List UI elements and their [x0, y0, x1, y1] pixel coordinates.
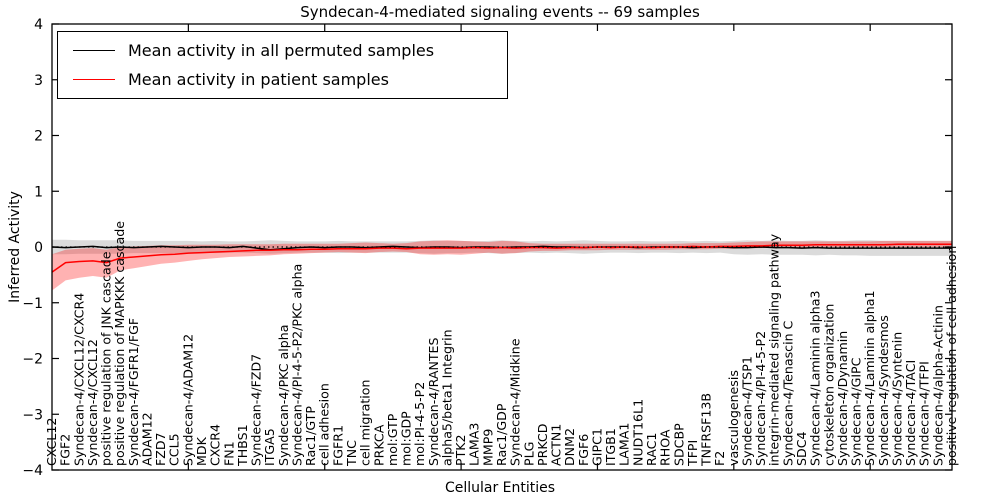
- legend-line-sample-patient: [73, 78, 115, 80]
- y-tick-label: 0: [34, 240, 43, 256]
- x-category-label: cytoskeleton organization: [821, 304, 836, 466]
- legend-item-patient: Mean activity in patient samples: [73, 70, 507, 89]
- x-category-label: Syndecan-4/CXCL12/CXCR4: [71, 293, 86, 466]
- x-category-label: FZD7: [153, 432, 168, 466]
- x-category-label: NUDT16L1: [630, 399, 645, 466]
- x-category-label: Rac1/GTP: [303, 406, 318, 466]
- x-category-label: TFPI: [685, 440, 700, 467]
- x-category-label: Syndecan-4/Tenascin C: [780, 320, 795, 466]
- x-category-label: Syndecan-4/RANTES: [426, 337, 441, 466]
- x-category-label: Syndecan-4/Dynamin: [835, 331, 850, 466]
- x-category-label: RHOA: [658, 429, 673, 466]
- x-category-label: integrin-mediated signaling pathway: [767, 233, 782, 466]
- x-category-label: FGFR1: [330, 425, 345, 466]
- y-tick-label: −4: [22, 463, 43, 479]
- y-tick-label: 4: [34, 17, 43, 33]
- x-category-label: Syndecan-4/Laminin alpha3: [808, 291, 823, 466]
- x-category-label: THBS1: [235, 424, 250, 467]
- x-category-label: Syndecan-4/PI-4-5-P2: [753, 331, 768, 466]
- x-category-label: Syndecan-4/alpha-Actinin: [930, 305, 945, 466]
- x-category-label: FN1: [221, 441, 236, 466]
- y-tick-label: 1: [34, 184, 43, 200]
- x-category-label: FGF2: [58, 434, 73, 466]
- x-category-label: Syndecan-4/CXCL12: [85, 339, 100, 466]
- x-category-label: positive regulation of MAPKKK cascade: [112, 221, 127, 466]
- x-category-label: Syndecan-4/PI-4-5-P2/PKC alpha: [289, 264, 304, 466]
- x-category-label: LAMA3: [467, 423, 482, 466]
- x-category-label: Syndecan-4/ADAM12: [180, 334, 195, 466]
- legend-line-sample-permuted: [73, 50, 115, 52]
- patient-mean-line: [51, 243, 952, 273]
- x-category-label: Syndecan-4/TFPI: [917, 361, 932, 466]
- legend-label-patient: Mean activity in patient samples: [128, 69, 389, 89]
- y-axis-label: Inferred Activity: [7, 191, 23, 303]
- x-category-label: cell migration: [358, 380, 373, 466]
- x-category-label: Syndecan-4/Midkine: [508, 338, 523, 466]
- x-category-label: F2: [712, 451, 727, 466]
- x-category-label: TNC: [344, 440, 359, 467]
- y-tick-label: −1: [22, 296, 43, 312]
- x-category-label: alpha5/beta1 Integrin: [439, 329, 454, 466]
- x-category-label: ITGB1: [603, 428, 618, 466]
- x-category-label: Syndecan-4/FZD7: [249, 354, 264, 466]
- x-category-label: Syndecan-4/Syntenin: [889, 332, 904, 466]
- x-axis-label: Cellular Entities: [444, 480, 556, 496]
- x-category-label: Syndecan-4/TSP1: [739, 356, 754, 466]
- chart-title: Syndecan-4-mediated signaling events -- …: [300, 3, 700, 21]
- x-category-label: Syndecan-4/GIPC: [849, 357, 864, 466]
- y-tick-label: 2: [34, 129, 43, 145]
- x-category-label: positive regulation of JNK cascade: [99, 251, 114, 466]
- x-category-label: LAMA1: [617, 423, 632, 466]
- x-category-label: RAC1: [644, 433, 659, 466]
- plot-border: [51, 23, 953, 471]
- x-category-label: PTK2: [453, 434, 468, 466]
- x-category-label: SDCBP: [671, 423, 686, 466]
- x-category-label: PRKCD: [535, 424, 550, 466]
- x-category-label: cell adhesion: [317, 383, 332, 466]
- legend-item-permuted: Mean activity in all permuted samples: [73, 41, 507, 60]
- x-category-label: SDC4: [794, 432, 809, 467]
- x-category-label: ITGA5: [262, 428, 277, 466]
- x-category-label: mol:GTP: [385, 413, 400, 466]
- x-category-label: PRKCA: [371, 424, 386, 466]
- x-category-label: vasculogenesis: [726, 370, 741, 466]
- x-category-label: Syndecan-4/Syndesmos: [876, 315, 891, 466]
- y-tick-label: −2: [22, 352, 43, 368]
- y-tick-label: 3: [34, 73, 43, 89]
- x-category-label: DNM2: [562, 428, 577, 466]
- x-category-label: ADAM12: [139, 412, 154, 466]
- x-category-label: ACTN1: [549, 424, 564, 466]
- x-category-label: Syndecan-4/TACI: [903, 360, 918, 466]
- x-category-label: mol:GDP: [399, 411, 414, 466]
- x-category-label: Syndecan-4/FGFR1/FGF: [126, 318, 141, 466]
- patient-confidence-band: [52, 240, 952, 291]
- legend: Mean activity in all permuted samples Me…: [57, 31, 508, 99]
- x-category-label: Rac1/GDP: [494, 403, 509, 466]
- legend-label-permuted: Mean activity in all permuted samples: [128, 41, 435, 61]
- x-category-label: CCL5: [167, 433, 182, 466]
- x-category-label: FGF6: [576, 434, 591, 466]
- x-category-label: MMP9: [480, 429, 495, 466]
- x-category-label: PLG: [521, 442, 536, 466]
- x-category-label: TNFRSF13B: [699, 393, 714, 467]
- x-category-label: GIPC1: [589, 428, 604, 466]
- y-tick-label: −3: [22, 407, 43, 423]
- x-category-label: CXCR4: [208, 424, 223, 466]
- x-category-label: mol:PI-4-5-P2: [412, 382, 427, 466]
- x-category-label: MDK: [194, 436, 209, 466]
- x-category-label: Syndecan-4/PKC alpha: [276, 325, 291, 466]
- x-category-label: Syndecan-4/Laminin alpha1: [862, 291, 877, 466]
